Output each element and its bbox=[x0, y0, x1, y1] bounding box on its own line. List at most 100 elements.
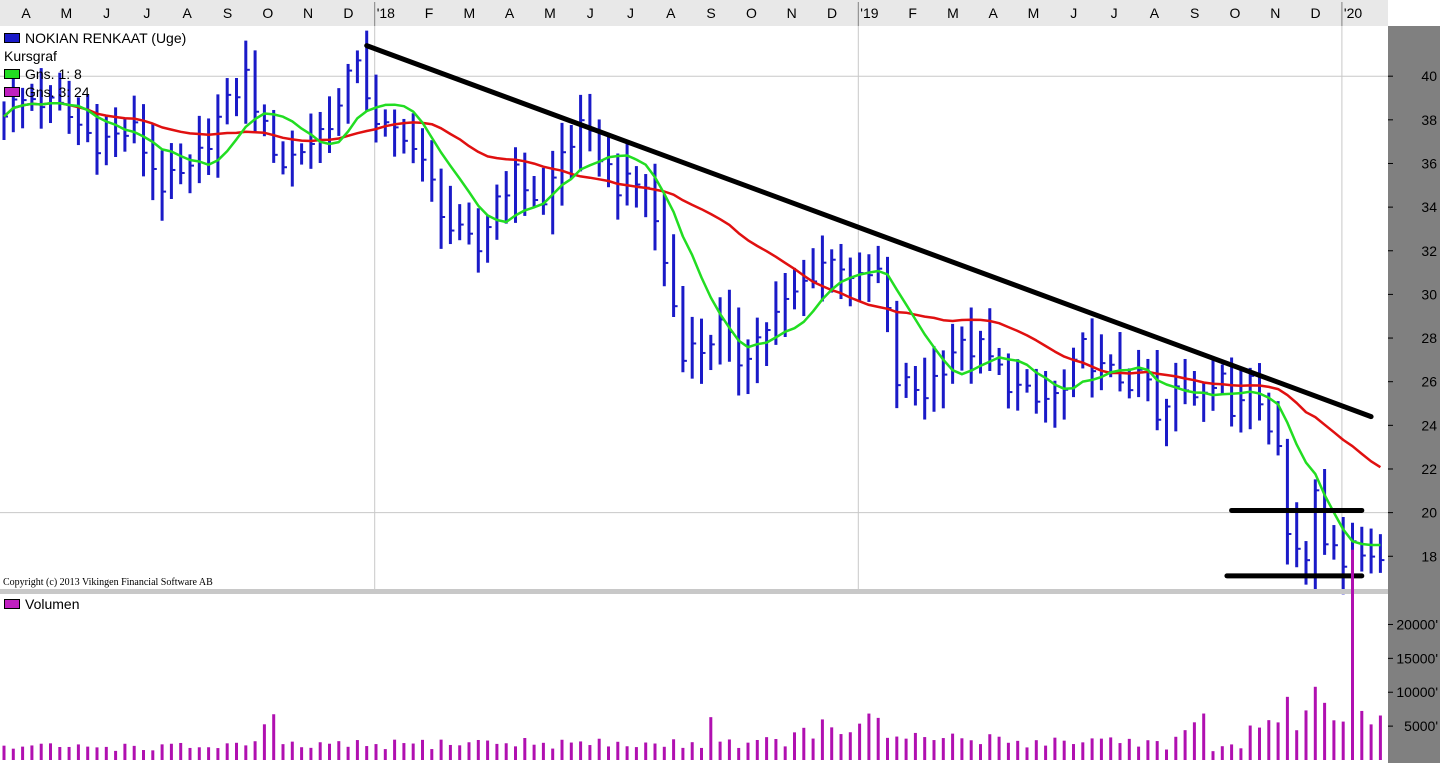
panel-divider bbox=[0, 589, 1388, 594]
volume-bar bbox=[746, 742, 750, 760]
volume-bar bbox=[114, 750, 118, 760]
volume-bar bbox=[1099, 738, 1103, 760]
month-tick-label: S bbox=[223, 5, 232, 21]
volume-bar bbox=[318, 742, 322, 760]
volume-bar bbox=[365, 746, 369, 760]
volume-bar bbox=[346, 746, 350, 760]
volume-bar bbox=[235, 742, 238, 760]
legend-series-ma24: Gns. 3: 24 bbox=[4, 83, 90, 101]
month-tick-label: A bbox=[21, 5, 31, 21]
volume-bar bbox=[495, 743, 499, 760]
volume-bar bbox=[504, 743, 508, 760]
volume-bar bbox=[895, 736, 899, 760]
price-axis-tick-label: 26 bbox=[1421, 374, 1437, 390]
volume-bar bbox=[737, 747, 741, 760]
volume-bar bbox=[625, 746, 629, 760]
month-tick-label: F bbox=[425, 5, 434, 21]
volume-bar bbox=[1062, 740, 1066, 760]
volume-bar bbox=[76, 744, 80, 760]
price-bars bbox=[2, 30, 1385, 595]
month-tick-label: J bbox=[587, 5, 594, 21]
year-tick-label: '20 bbox=[1344, 5, 1362, 21]
volume-bar bbox=[262, 724, 266, 760]
volume-bar bbox=[1090, 738, 1094, 760]
volume-bar bbox=[616, 741, 620, 760]
legend-volume-label: Volumen bbox=[25, 596, 80, 612]
price-axis-tick-label: 36 bbox=[1421, 155, 1437, 171]
legend-subtitle-text: Kursgraf bbox=[4, 48, 57, 64]
year-tick-label: '18 bbox=[377, 5, 395, 21]
price-axis-ticks: 18 20 22 24 26 28 30 32 34 36 38 40 bbox=[1388, 68, 1437, 564]
month-tick-label: J bbox=[1070, 5, 1077, 21]
volume-bar bbox=[355, 740, 359, 760]
volume-bar bbox=[579, 741, 583, 760]
volume-bar bbox=[1006, 742, 1010, 760]
volume-bar bbox=[197, 747, 201, 760]
volume-bar bbox=[67, 746, 71, 760]
volume-bar bbox=[960, 738, 964, 760]
legend-series-price: NOKIAN RENKAAT (Uge) bbox=[4, 29, 186, 47]
volume-bar bbox=[300, 747, 304, 760]
volume-bar bbox=[634, 747, 638, 760]
volume-bar bbox=[765, 737, 769, 760]
volume-bar bbox=[123, 743, 127, 760]
volume-bar bbox=[328, 743, 331, 760]
volume-bar bbox=[662, 746, 666, 760]
month-tick-label: M bbox=[463, 5, 475, 21]
volume-bar bbox=[467, 742, 471, 760]
volume-bar bbox=[653, 743, 657, 760]
right-axis-panel bbox=[1388, 26, 1440, 763]
month-tick-label: D bbox=[827, 5, 837, 21]
volume-bar bbox=[820, 719, 824, 760]
month-tick-label: M bbox=[544, 5, 556, 21]
volume-bar bbox=[783, 746, 787, 760]
volume-bar bbox=[1258, 727, 1261, 760]
volume-bar bbox=[848, 732, 852, 760]
volume-bar bbox=[830, 727, 834, 760]
volume-bar bbox=[523, 738, 527, 760]
volume-bar bbox=[402, 743, 406, 760]
volume-axis-tick-label: 10000' bbox=[1396, 684, 1438, 700]
volume-bar bbox=[672, 739, 676, 760]
price-axis-tick-label: 38 bbox=[1421, 112, 1437, 128]
volume-bar bbox=[839, 734, 843, 760]
volume-axis-tick-label: 15000' bbox=[1396, 650, 1438, 666]
volume-bar bbox=[476, 739, 480, 760]
volume-bar bbox=[607, 746, 610, 760]
month-tick-label: A bbox=[183, 5, 193, 21]
month-tick-label: N bbox=[303, 5, 313, 21]
moving-average-8-line bbox=[3, 101, 1381, 547]
volume-bar bbox=[225, 743, 229, 760]
volume-bar bbox=[560, 739, 564, 760]
price-axis-tick-label: 28 bbox=[1421, 330, 1437, 346]
volume-bar bbox=[727, 739, 731, 760]
month-tick-label: J bbox=[1111, 5, 1118, 21]
month-tick-label: A bbox=[1150, 5, 1160, 21]
price-axis-tick-label: 40 bbox=[1421, 68, 1437, 84]
volume-bar bbox=[1109, 737, 1113, 760]
volume-bar bbox=[1323, 702, 1327, 760]
volume-bar bbox=[160, 744, 164, 760]
volume-bar bbox=[867, 713, 871, 760]
volume-bar bbox=[486, 740, 490, 760]
volume-bar bbox=[1192, 722, 1196, 760]
volume-bar bbox=[979, 744, 982, 760]
volume-bar bbox=[374, 744, 378, 760]
volume-bar bbox=[802, 727, 806, 760]
volume-bar bbox=[718, 741, 722, 760]
volume-bar bbox=[58, 747, 62, 760]
price-axis-tick-label: 32 bbox=[1421, 243, 1437, 259]
volume-bar bbox=[1053, 737, 1057, 760]
volume-bar bbox=[49, 743, 52, 760]
trendlines bbox=[364, 43, 1374, 579]
volume-bar bbox=[421, 739, 424, 760]
volume-bar bbox=[644, 742, 648, 760]
price-axis-tick-label: 18 bbox=[1421, 548, 1437, 564]
price-swatch-icon bbox=[4, 33, 20, 43]
volume-bar bbox=[1220, 746, 1224, 760]
year-tick-label: '19 bbox=[860, 5, 878, 21]
volume-bar bbox=[104, 746, 108, 760]
month-tick-label: O bbox=[262, 5, 273, 21]
month-tick-label: N bbox=[1270, 5, 1280, 21]
